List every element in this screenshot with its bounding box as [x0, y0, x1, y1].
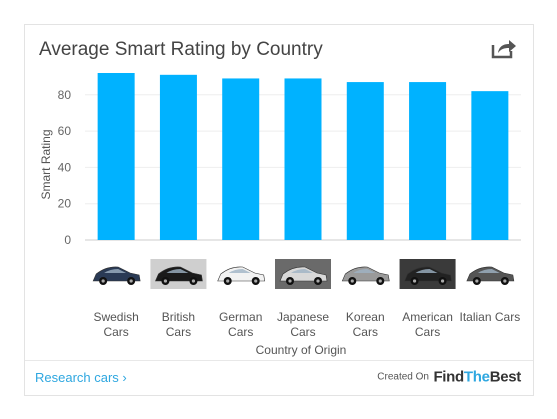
x-tick-label: Korean [346, 310, 385, 324]
share-icon[interactable] [491, 37, 517, 59]
x-axis-label: Country of Origin [256, 343, 347, 357]
x-tick-label: Cars [166, 325, 191, 339]
x-tick-label: British [162, 310, 195, 324]
y-tick-label: 80 [58, 88, 72, 102]
german-car-image [212, 259, 269, 289]
x-tick-label: Swedish [93, 310, 138, 324]
british-car-image [150, 259, 207, 289]
x-tick-label: Japanese [277, 310, 329, 324]
x-tick-label: Cars [103, 325, 128, 339]
x-tick-label: Cars [353, 325, 378, 339]
swedish-car-image [88, 259, 145, 289]
bar [284, 78, 322, 240]
chart-card: Average Smart Rating by Country 0 20 40 60 8… [24, 24, 534, 396]
x-tick-label: Cars [290, 325, 315, 339]
created-on-label: Created On [377, 371, 429, 383]
x-tick-label: Cars [228, 325, 253, 339]
american-car-image [399, 259, 456, 289]
y-tick-label: 40 [58, 160, 72, 174]
y-tick-label: 0 [64, 233, 71, 247]
x-tick-label: German [219, 310, 262, 324]
bar [346, 82, 384, 241]
bar [159, 74, 197, 240]
research-cars-link[interactable]: Research cars › [35, 370, 127, 385]
y-tick-label: 20 [58, 197, 72, 211]
italian-car-image [461, 259, 518, 289]
x-tick-label: American [402, 310, 453, 324]
x-tick-label: Cars [415, 325, 440, 339]
japanese-car-image [275, 259, 331, 289]
findthebest-logo: FindTheBest [433, 368, 521, 386]
bar [471, 91, 509, 240]
y-axis-label: Smart Rating [39, 129, 53, 199]
bar [222, 78, 260, 240]
chart-title: Average Smart Rating by Country [39, 39, 323, 60]
bar [409, 82, 447, 241]
y-tick-label: 60 [58, 124, 72, 138]
created-on-credit[interactable]: Created On FindTheBest [377, 368, 521, 386]
card-footer: Research cars › Created On FindTheBest [25, 360, 533, 395]
x-tick-label: Italian Cars [460, 310, 521, 324]
korean-car-image [337, 259, 394, 289]
bar [97, 73, 135, 240]
